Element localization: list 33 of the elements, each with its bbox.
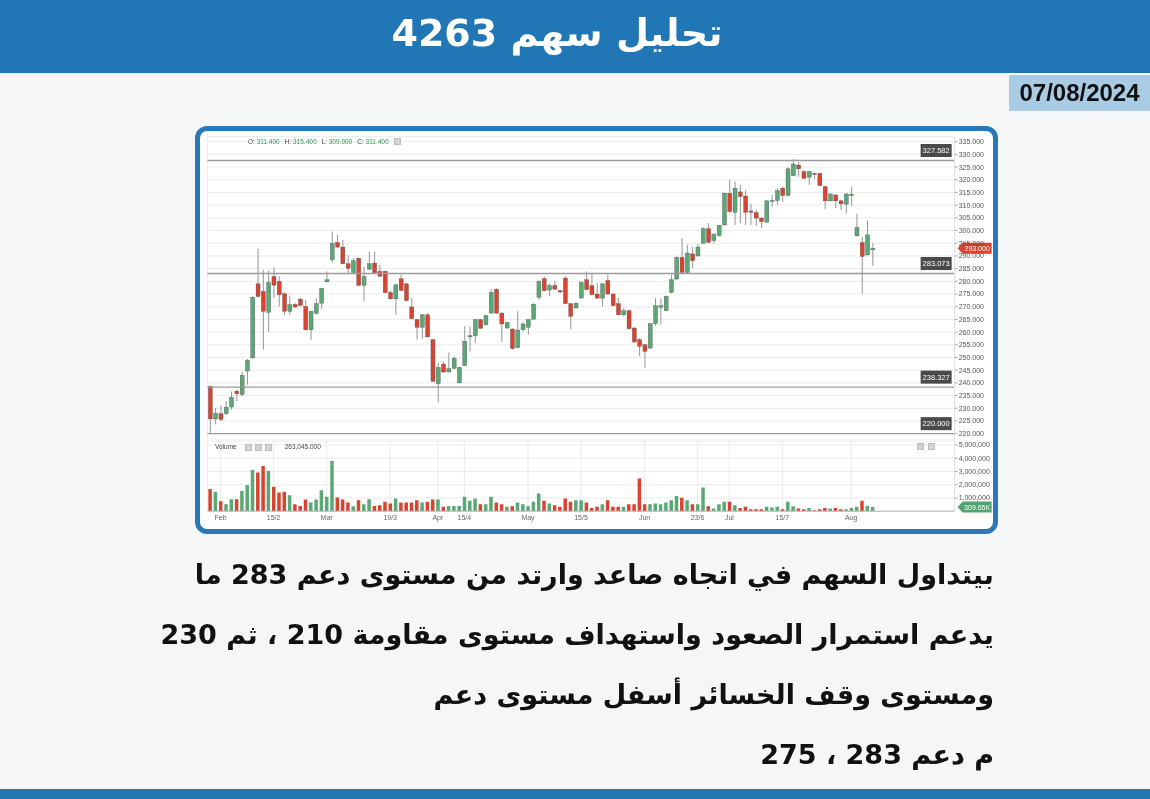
bar bbox=[383, 501, 387, 512]
bar bbox=[277, 492, 281, 512]
bar bbox=[436, 499, 440, 512]
bar bbox=[823, 507, 827, 512]
bar bbox=[733, 505, 737, 512]
bar bbox=[648, 504, 652, 512]
bar bbox=[208, 489, 212, 512]
bar bbox=[415, 500, 419, 512]
bar bbox=[489, 496, 493, 512]
bar bbox=[346, 502, 350, 512]
text: يدعم استمرار الصعود واستهداف مستوى مقاومة 210 ، ثم 230 bbox=[159, 617, 994, 653]
bar bbox=[738, 507, 742, 512]
text: ومستوى وقف الخسائر أسفل مستوى دعم bbox=[432, 676, 994, 713]
bar bbox=[680, 497, 684, 512]
chart-title: تحليل سهم 4263 bbox=[390, 11, 724, 55]
text: 07/08/2024 bbox=[1009, 75, 1150, 111]
bar bbox=[420, 502, 424, 512]
bar bbox=[595, 506, 599, 512]
text: م دعم 283 ، 275 bbox=[759, 737, 994, 773]
bar bbox=[330, 461, 334, 512]
bar bbox=[224, 504, 228, 512]
text: بيتداول السهم في اتجاه صاعد وارتد من مستوى دعم 283 ما bbox=[193, 557, 994, 593]
bar bbox=[510, 506, 514, 512]
bar bbox=[542, 500, 546, 512]
candlestick bbox=[854, 213, 860, 237]
bar bbox=[807, 507, 811, 512]
bar bbox=[701, 487, 705, 512]
bar bbox=[685, 500, 689, 512]
candlestick bbox=[324, 271, 330, 283]
bar bbox=[860, 500, 864, 512]
bar bbox=[505, 506, 509, 512]
candlestick bbox=[245, 358, 250, 386]
bar bbox=[351, 506, 355, 512]
